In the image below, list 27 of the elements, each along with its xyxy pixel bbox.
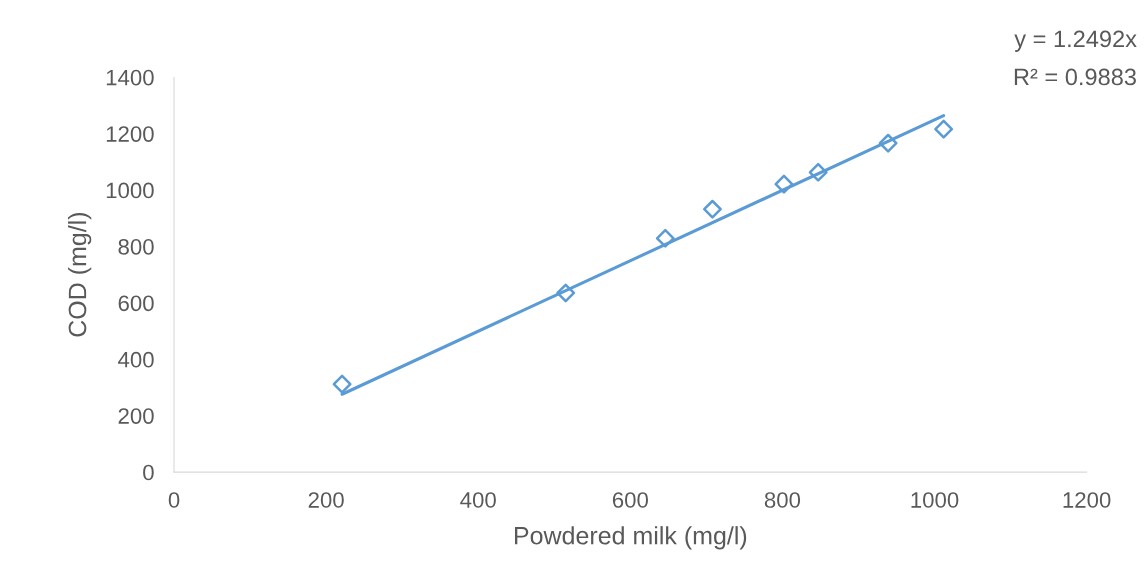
- x-tick-label: 0: [168, 492, 180, 508]
- x-tick-label: 200: [308, 492, 344, 508]
- point: [808, 162, 828, 182]
- y-tick-label: 200: [118, 408, 154, 424]
- x-tick-label: 400: [460, 492, 496, 508]
- point: [702, 199, 722, 219]
- x-tick-label: 800: [764, 492, 801, 508]
- x-tick-label: 1000: [911, 492, 959, 508]
- point: [655, 228, 675, 248]
- point: [774, 174, 794, 194]
- y-tick-label: 800: [118, 238, 154, 255]
- point: [878, 133, 898, 153]
- x-tick-label: 1200: [1063, 492, 1111, 508]
- x-tick-label: 600: [612, 492, 648, 508]
- point: [934, 119, 954, 139]
- annotation: R² = 0.9883: [1014, 68, 1136, 86]
- y-tick-label: 0: [143, 464, 154, 481]
- x-axis-title: Powdered milk (mg/l): [514, 526, 747, 550]
- text: y = 1.2492x: [1014, 30, 1137, 52]
- y-tick-label: 1000: [106, 182, 154, 199]
- y-axis-title: COD (mg/l): [67, 213, 92, 337]
- point: [556, 283, 576, 303]
- y-tick-label: 600: [118, 295, 154, 312]
- y-tick-label: 400: [118, 351, 154, 368]
- y-tick-label: 1400: [106, 69, 154, 86]
- y-tick-label: 1200: [106, 126, 154, 142]
- point: [332, 374, 352, 394]
